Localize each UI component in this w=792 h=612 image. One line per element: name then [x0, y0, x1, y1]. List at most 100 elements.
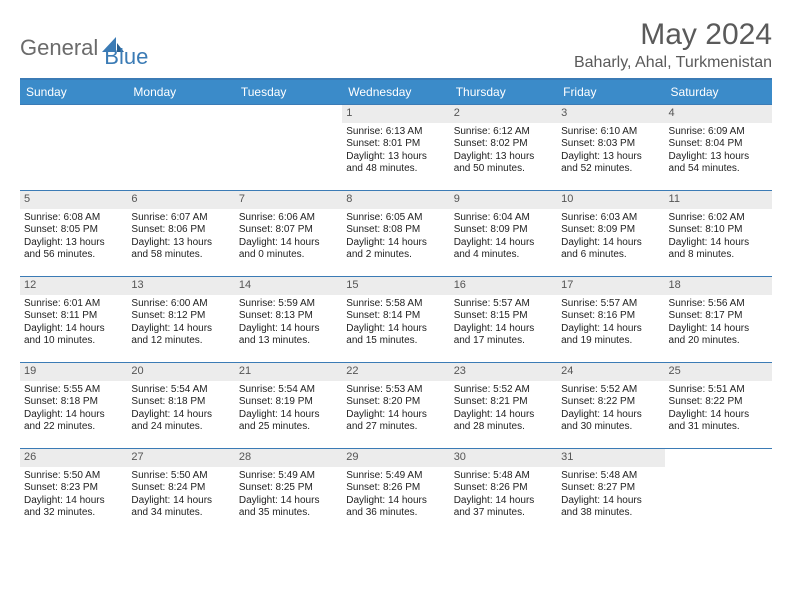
calendar-body: 1 Sunrise: 6:13 AMSunset: 8:01 PMDaylight…: [20, 105, 772, 535]
day-details: Sunrise: 5:51 AMSunset: 8:22 PMDaylight:…: [669, 384, 768, 434]
calendar-cell: 24 Sunrise: 5:52 AMSunset: 8:22 PMDayligh…: [557, 363, 664, 449]
day-number: 6: [127, 191, 234, 209]
day-number: 4: [665, 105, 772, 123]
day-details: Sunrise: 5:50 AMSunset: 8:24 PMDaylight:…: [131, 470, 230, 520]
calendar-cell: [127, 105, 234, 191]
calendar-table: SundayMondayTuesdayWednesdayThursdayFrid…: [20, 80, 772, 535]
calendar-cell: 13Sunrise: 6:00 AMSunset: 8:12 PMDayligh…: [127, 277, 234, 363]
calendar-week-row: 5 Sunrise: 6:08 AMSunset: 8:05 PMDaylight…: [20, 191, 772, 277]
calendar-week-row: 26 Sunrise: 5:50 AMSunset: 8:23 PMDayligh…: [20, 449, 772, 535]
day-number: 27: [127, 449, 234, 467]
month-title: May 2024: [574, 18, 772, 52]
day-number: 29: [342, 449, 449, 467]
calendar-cell: 26 Sunrise: 5:50 AMSunset: 8:23 PMDayligh…: [20, 449, 127, 535]
day-details: Sunrise: 5:58 AMSunset: 8:14 PMDaylight:…: [346, 298, 445, 348]
calendar-cell: 21 Sunrise: 5:54 AMSunset: 8:19 PMDayligh…: [235, 363, 342, 449]
day-number: 15: [342, 277, 449, 295]
day-details: Sunrise: 6:02 AMSunset: 8:10 PMDaylight:…: [669, 212, 768, 262]
calendar-cell: 16 Sunrise: 5:57 AMSunset: 8:15 PMDayligh…: [450, 277, 557, 363]
calendar-cell: 6 Sunrise: 6:07 AMSunset: 8:06 PMDaylight…: [127, 191, 234, 277]
day-details: Sunrise: 6:09 AMSunset: 8:04 PMDaylight:…: [669, 126, 768, 176]
day-details: Sunrise: 5:55 AMSunset: 8:18 PMDaylight:…: [24, 384, 123, 434]
calendar-cell: 2 Sunrise: 6:12 AMSunset: 8:02 PMDaylight…: [450, 105, 557, 191]
day-number: 12: [20, 277, 127, 295]
calendar-cell: 10 Sunrise: 6:03 AMSunset: 8:09 PMDayligh…: [557, 191, 664, 277]
day-details: Sunrise: 5:52 AMSunset: 8:21 PMDaylight:…: [454, 384, 553, 434]
day-details: Sunrise: 5:57 AMSunset: 8:15 PMDaylight:…: [454, 298, 553, 348]
day-details: Sunrise: 5:48 AMSunset: 8:27 PMDaylight:…: [561, 470, 660, 520]
day-details: Sunrise: 6:00 AMSunset: 8:12 PMDaylight:…: [131, 298, 230, 348]
calendar-cell: 7Sunrise: 6:06 AMSunset: 8:07 PMDaylight…: [235, 191, 342, 277]
calendar-cell: 17Sunrise: 5:57 AMSunset: 8:16 PMDayligh…: [557, 277, 664, 363]
calendar-cell: 15 Sunrise: 5:58 AMSunset: 8:14 PMDayligh…: [342, 277, 449, 363]
weekday-header: Saturday: [665, 80, 772, 105]
day-details: Sunrise: 6:12 AMSunset: 8:02 PMDaylight:…: [454, 126, 553, 176]
day-number: 3: [557, 105, 664, 123]
calendar-cell: 14Sunrise: 5:59 AMSunset: 8:13 PMDayligh…: [235, 277, 342, 363]
weekday-header-row: SundayMondayTuesdayWednesdayThursdayFrid…: [20, 80, 772, 105]
day-details: Sunrise: 6:05 AMSunset: 8:08 PMDaylight:…: [346, 212, 445, 262]
calendar-cell: 8 Sunrise: 6:05 AMSunset: 8:08 PMDaylight…: [342, 191, 449, 277]
day-details: Sunrise: 5:49 AMSunset: 8:26 PMDaylight:…: [346, 470, 445, 520]
location-text: Baharly, Ahal, Turkmenistan: [574, 54, 772, 72]
day-details: Sunrise: 6:04 AMSunset: 8:09 PMDaylight:…: [454, 212, 553, 262]
calendar-week-row: 12 Sunrise: 6:01 AMSunset: 8:11 PMDayligh…: [20, 277, 772, 363]
day-details: Sunrise: 6:01 AMSunset: 8:11 PMDaylight:…: [24, 298, 123, 348]
day-number: 18: [665, 277, 772, 295]
calendar-cell: 19Sunrise: 5:55 AMSunset: 8:18 PMDayligh…: [20, 363, 127, 449]
day-details: Sunrise: 6:07 AMSunset: 8:06 PMDaylight:…: [131, 212, 230, 262]
weekday-header: Monday: [127, 80, 234, 105]
day-number: 11: [665, 191, 772, 209]
day-number: 2: [450, 105, 557, 123]
day-number: 10: [557, 191, 664, 209]
logo-blue: Blue: [104, 26, 148, 70]
day-number: 30: [450, 449, 557, 467]
day-number: 9: [450, 191, 557, 209]
weekday-header: Tuesday: [235, 80, 342, 105]
calendar-week-row: 19Sunrise: 5:55 AMSunset: 8:18 PMDayligh…: [20, 363, 772, 449]
calendar-cell: 27 Sunrise: 5:50 AMSunset: 8:24 PMDayligh…: [127, 449, 234, 535]
day-details: Sunrise: 5:54 AMSunset: 8:19 PMDaylight:…: [239, 384, 338, 434]
day-number: 21: [235, 363, 342, 381]
calendar-cell: 25 Sunrise: 5:51 AMSunset: 8:22 PMDayligh…: [665, 363, 772, 449]
day-number: 1: [342, 105, 449, 123]
day-details: Sunrise: 5:48 AMSunset: 8:26 PMDaylight:…: [454, 470, 553, 520]
calendar-cell: 1 Sunrise: 6:13 AMSunset: 8:01 PMDaylight…: [342, 105, 449, 191]
calendar-cell: 5 Sunrise: 6:08 AMSunset: 8:05 PMDaylight…: [20, 191, 127, 277]
day-number: 5: [20, 191, 127, 209]
day-details: Sunrise: 5:49 AMSunset: 8:25 PMDaylight:…: [239, 470, 338, 520]
calendar-cell: 3 Sunrise: 6:10 AMSunset: 8:03 PMDaylight…: [557, 105, 664, 191]
calendar-cell: [20, 105, 127, 191]
calendar-cell: 22Sunrise: 5:53 AMSunset: 8:20 PMDayligh…: [342, 363, 449, 449]
day-number: 31: [557, 449, 664, 467]
day-details: Sunrise: 6:08 AMSunset: 8:05 PMDaylight:…: [24, 212, 123, 262]
day-number: 24: [557, 363, 664, 381]
day-number: 8: [342, 191, 449, 209]
day-number: 26: [20, 449, 127, 467]
calendar-cell: 31 Sunrise: 5:48 AMSunset: 8:27 PMDayligh…: [557, 449, 664, 535]
calendar-cell: 4 Sunrise: 6:09 AMSunset: 8:04 PMDaylight…: [665, 105, 772, 191]
calendar-cell: 23Sunrise: 5:52 AMSunset: 8:21 PMDayligh…: [450, 363, 557, 449]
day-details: Sunrise: 5:50 AMSunset: 8:23 PMDaylight:…: [24, 470, 123, 520]
logo: General Blue: [20, 18, 148, 70]
calendar-cell: 30 Sunrise: 5:48 AMSunset: 8:26 PMDayligh…: [450, 449, 557, 535]
day-number: 20: [127, 363, 234, 381]
day-details: Sunrise: 5:59 AMSunset: 8:13 PMDaylight:…: [239, 298, 338, 348]
calendar-cell: 28 Sunrise: 5:49 AMSunset: 8:25 PMDayligh…: [235, 449, 342, 535]
calendar-cell: 12 Sunrise: 6:01 AMSunset: 8:11 PMDayligh…: [20, 277, 127, 363]
header: General Blue May 2024 Baharly, Ahal, Tur…: [20, 18, 772, 72]
weekday-header: Friday: [557, 80, 664, 105]
day-number: 16: [450, 277, 557, 295]
day-details: Sunrise: 5:52 AMSunset: 8:22 PMDaylight:…: [561, 384, 660, 434]
day-details: Sunrise: 5:53 AMSunset: 8:20 PMDaylight:…: [346, 384, 445, 434]
day-details: Sunrise: 6:10 AMSunset: 8:03 PMDaylight:…: [561, 126, 660, 176]
day-number: 28: [235, 449, 342, 467]
day-details: Sunrise: 6:03 AMSunset: 8:09 PMDaylight:…: [561, 212, 660, 262]
calendar-cell: 29 Sunrise: 5:49 AMSunset: 8:26 PMDayligh…: [342, 449, 449, 535]
day-number: 25: [665, 363, 772, 381]
calendar-cell: [665, 449, 772, 535]
day-details: Sunrise: 6:13 AMSunset: 8:01 PMDaylight:…: [346, 126, 445, 176]
day-details: Sunrise: 6:06 AMSunset: 8:07 PMDaylight:…: [239, 212, 338, 262]
weekday-header: Wednesday: [342, 80, 449, 105]
weekday-header: Thursday: [450, 80, 557, 105]
